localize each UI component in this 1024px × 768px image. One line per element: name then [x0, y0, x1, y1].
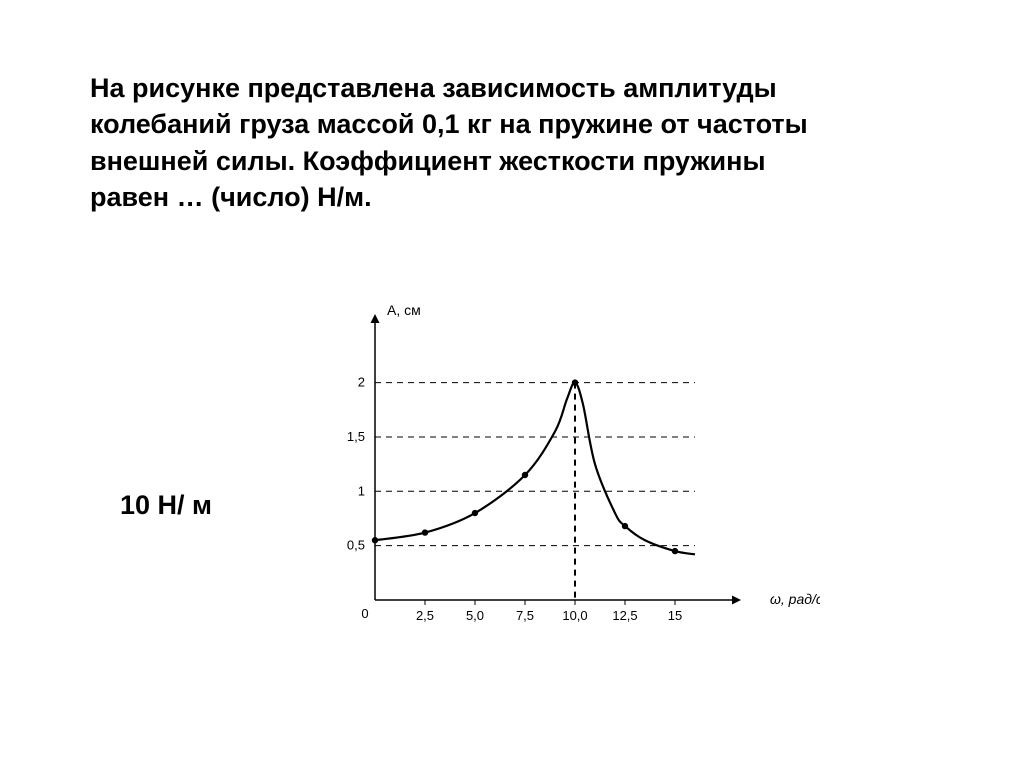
problem-text: На рисунке представлена зависимость ампл…: [90, 70, 850, 216]
svg-text:2: 2: [358, 375, 365, 390]
svg-text:5,0: 5,0: [466, 608, 484, 623]
svg-text:1,5: 1,5: [347, 429, 365, 444]
svg-text:0,5: 0,5: [347, 538, 365, 553]
svg-text:A, см: A, см: [387, 302, 421, 318]
svg-text:15: 15: [668, 608, 682, 623]
svg-text:0: 0: [361, 606, 368, 621]
svg-text:7,5: 7,5: [516, 608, 534, 623]
answer-text: 10 Н/ м: [120, 490, 212, 521]
resonance-chart: 2,5 5,0 7,5 10,0 12,5 15 0,5 1 1,5 2 0 A, см ω, рад/…: [320, 300, 820, 670]
chart-svg: 2,5 5,0 7,5 10,0 12,5 15 0,5 1 1,5 2 0 A, см ω, рад/…: [320, 300, 820, 670]
svg-text:2,5: 2,5: [416, 608, 434, 623]
svg-text:1: 1: [358, 483, 365, 498]
svg-text:ω, рад/с: ω, рад/с: [770, 591, 820, 607]
svg-text:12,5: 12,5: [612, 608, 637, 623]
svg-text:10,0: 10,0: [562, 608, 587, 623]
